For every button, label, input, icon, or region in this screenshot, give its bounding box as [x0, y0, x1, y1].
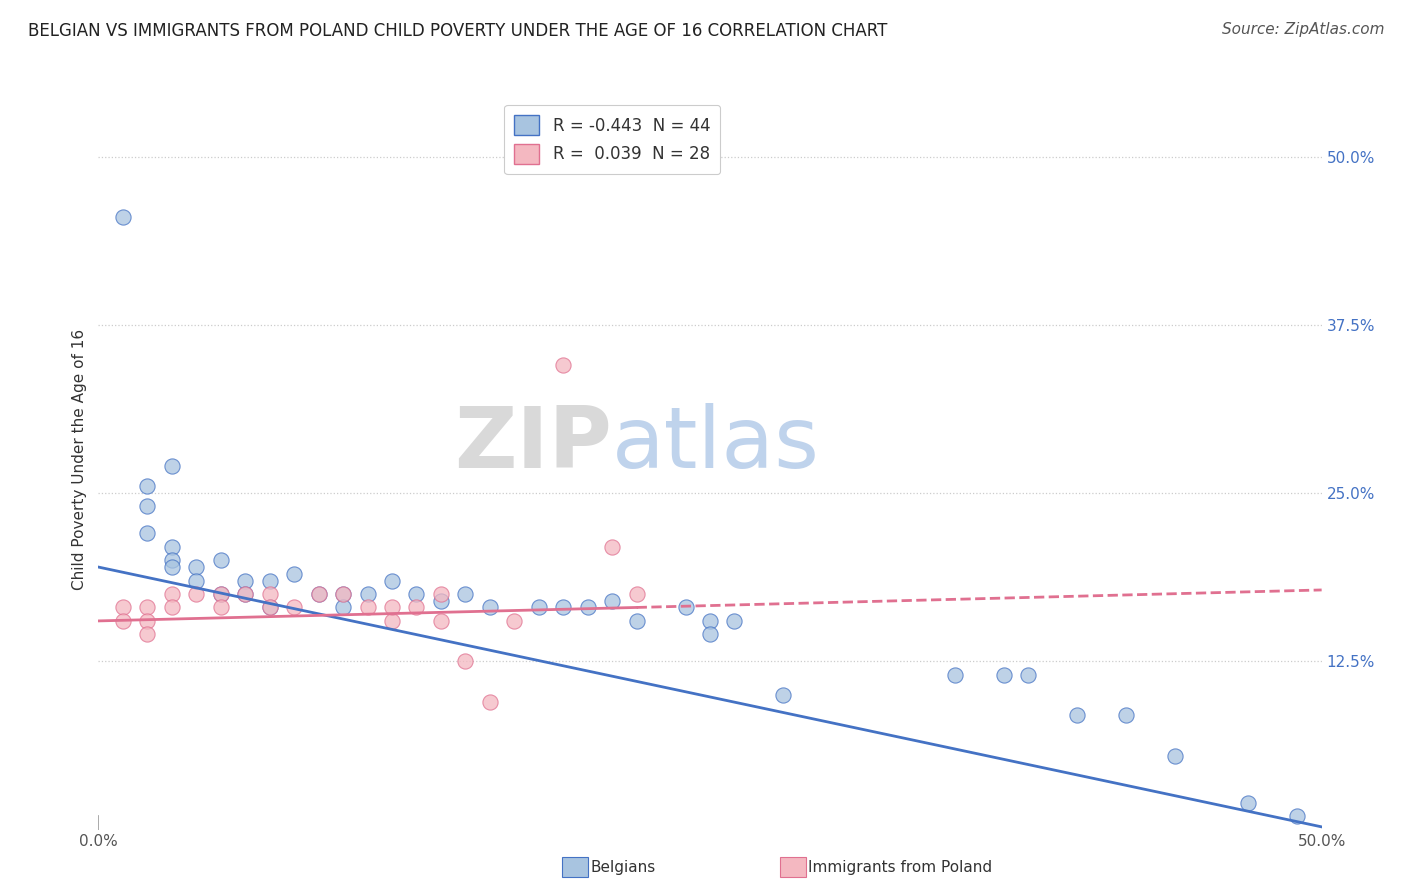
Bar [780, 857, 806, 877]
Point [111, 210, 134, 224]
Text: Belgians: Belgians [591, 860, 655, 874]
Point [308, 587, 330, 601]
Point [209, 553, 232, 567]
Point [454, 654, 477, 668]
Point [527, 600, 550, 615]
Point [503, 614, 526, 628]
Point [675, 600, 697, 615]
Point [699, 627, 721, 641]
Point [308, 587, 330, 601]
Point [259, 600, 281, 615]
Point [356, 587, 378, 601]
Point [381, 600, 404, 615]
Point [576, 600, 599, 615]
Point [553, 358, 575, 372]
Point [136, 614, 159, 628]
Point [553, 600, 575, 615]
Point [993, 667, 1015, 681]
Point [626, 587, 648, 601]
Point [233, 574, 256, 588]
Point [186, 560, 208, 574]
Point [332, 587, 354, 601]
Point [600, 593, 623, 607]
Point [478, 695, 501, 709]
Point [186, 574, 208, 588]
Point [332, 600, 354, 615]
Point [723, 614, 745, 628]
Point [699, 614, 721, 628]
Point [600, 540, 623, 554]
Point [186, 587, 208, 601]
Point [1017, 667, 1039, 681]
Text: atlas: atlas [612, 403, 820, 486]
Point [356, 600, 378, 615]
Point [283, 566, 305, 581]
Point [259, 600, 281, 615]
Point [381, 574, 404, 588]
Point [259, 587, 281, 601]
Text: Immigrants from Poland: Immigrants from Poland [808, 860, 993, 874]
Point [430, 593, 453, 607]
Point [1286, 809, 1309, 823]
Point [943, 667, 966, 681]
Point [160, 540, 183, 554]
Point [160, 553, 183, 567]
Point [405, 587, 427, 601]
Point [1066, 708, 1088, 723]
Point [381, 614, 404, 628]
Point [209, 587, 232, 601]
Bar [562, 857, 588, 877]
Point [233, 587, 256, 601]
Point [160, 459, 183, 474]
Point [160, 560, 183, 574]
Point [430, 587, 453, 601]
Point [332, 587, 354, 601]
Point [111, 600, 134, 615]
Legend: R = -0.443  N = 44, R =  0.039  N = 28: R = -0.443 N = 44, R = 0.039 N = 28 [505, 105, 720, 174]
Point [454, 587, 477, 601]
Point [136, 600, 159, 615]
Text: Source: ZipAtlas.com: Source: ZipAtlas.com [1222, 22, 1385, 37]
Point [405, 600, 427, 615]
Point [136, 479, 159, 493]
Point [136, 500, 159, 514]
Point [478, 600, 501, 615]
Point [1237, 796, 1260, 810]
Point [111, 614, 134, 628]
Point [1115, 708, 1137, 723]
Point [136, 627, 159, 641]
Point [209, 587, 232, 601]
Point [233, 587, 256, 601]
Point [430, 614, 453, 628]
Point [1164, 748, 1187, 763]
Text: ZIP: ZIP [454, 403, 612, 486]
Y-axis label: Child Poverty Under the Age of 16: Child Poverty Under the Age of 16 [72, 329, 87, 590]
Point [136, 526, 159, 541]
Point [160, 600, 183, 615]
Point [259, 574, 281, 588]
Point [160, 587, 183, 601]
Point [283, 600, 305, 615]
Point [209, 600, 232, 615]
Text: BELGIAN VS IMMIGRANTS FROM POLAND CHILD POVERTY UNDER THE AGE OF 16 CORRELATION : BELGIAN VS IMMIGRANTS FROM POLAND CHILD … [28, 22, 887, 40]
Point [626, 614, 648, 628]
Point [772, 688, 794, 702]
